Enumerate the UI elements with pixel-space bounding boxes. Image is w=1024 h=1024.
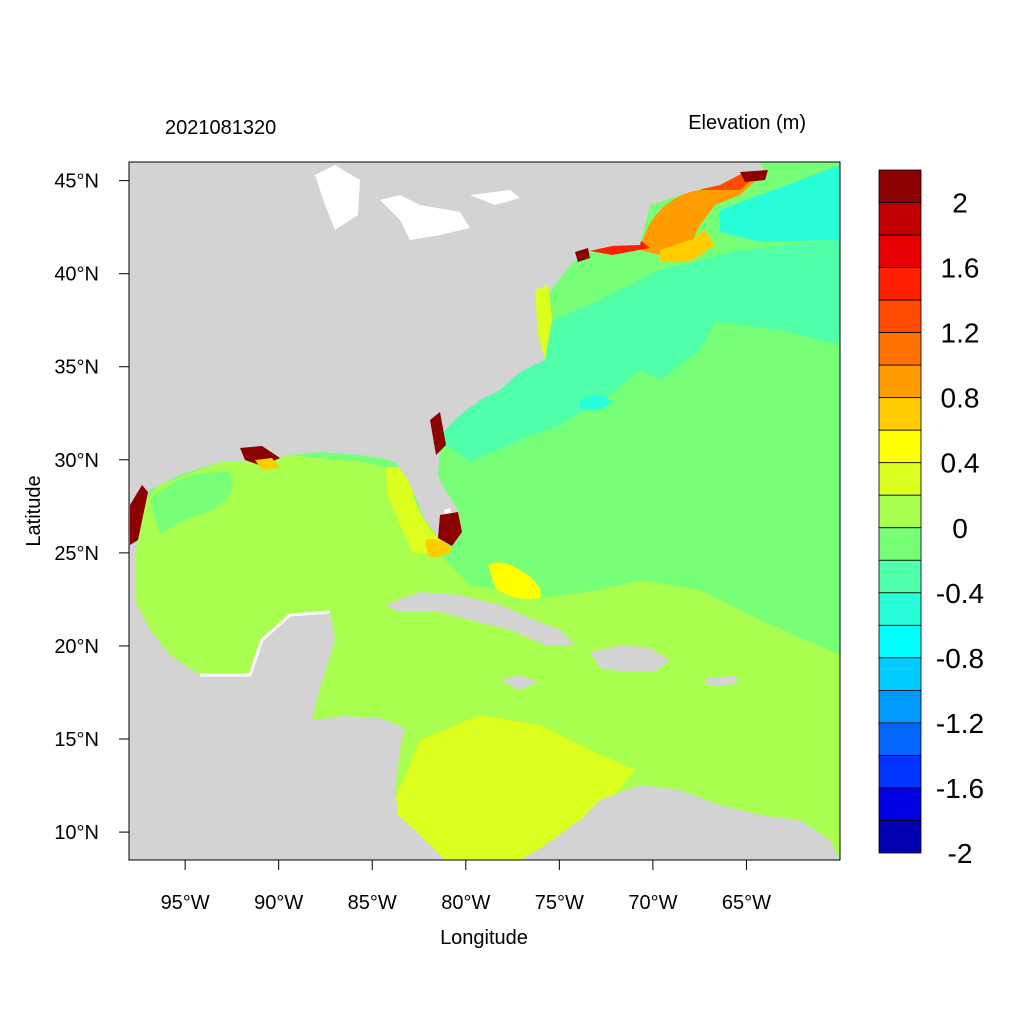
colorbar-swatch [878,267,922,301]
ocean-georges-bank [580,395,612,411]
plot-frame [128,161,841,861]
colorbar-labels: 2 1.6 1.2 0.8 0.4 0 -0.4 -0.8 -1.2 -1.6 -2 [936,188,984,869]
inundation-carolinas [430,412,446,455]
colorbar-label: -1.2 [936,708,984,739]
lat-tick-label: 30°N [54,450,99,472]
land-cuba [385,592,575,645]
land-jamaica [500,675,538,690]
colorbar-swatch [878,494,922,529]
colorbar-swatch [878,755,922,789]
colorbar-swatch [878,787,922,821]
x-axis-label: Longitude [440,927,528,949]
lat-tick-label: 40°N [54,264,99,286]
colorbar-swatch [878,722,922,756]
colorbar-label: 0.4 [941,448,980,479]
colorbar-swatch [878,657,922,691]
lon-tick-label: 70°W [628,892,677,914]
map-plot-area [129,162,840,860]
colorbar-label: 0.8 [941,383,980,414]
inundation-new-york [575,248,590,262]
ocean-north-atlantic [440,240,840,462]
land-south-america [520,785,840,860]
surge-new-england [640,172,765,255]
surge-bahamas [488,562,541,599]
colorbar-swatch [878,397,922,431]
y-axis-label: Latitude [23,475,45,546]
colorbar-label: -2 [948,838,973,869]
colorbar-label: -1.6 [936,773,984,804]
colorbar-label: -0.4 [936,578,984,609]
colorbar-swatch [878,299,922,334]
land-puerto-rico [705,676,738,686]
lat-tick-label: 45°N [54,171,99,193]
surge-florida-west [385,466,440,555]
lon-tick-label: 65°W [722,892,771,914]
ocean-gulf-of-maine [720,165,840,242]
colorbar-label: 1.2 [941,318,980,349]
colorbar-swatch [878,234,922,268]
lon-tick-label: 90°W [254,892,303,914]
colorbar [878,169,922,854]
latitude-ticks: 45°N 40°N 35°N 30°N 25°N 20°N 15°N 10°N [54,171,129,844]
longitude-ticks: 95°W 90°W 85°W 80°W 75°W 70°W 65°W [161,860,771,914]
lon-tick-label: 85°W [348,892,397,914]
surge-cape-cod [660,230,715,262]
colorbar-label: 1.6 [941,253,980,284]
inundation-texas [130,485,148,545]
colorbar-swatch [878,462,922,496]
lon-tick-label: 80°W [441,892,490,914]
lon-tick-label: 95°W [161,892,210,914]
colorbar-swatch [878,624,922,659]
land-hispaniola [590,645,670,672]
lat-tick-label: 20°N [54,636,99,658]
colorbar-label: 0 [952,513,968,544]
colorbar-swatch [878,689,922,724]
right-title: Elevation (m) [688,112,806,134]
surge-keys [425,538,452,558]
surge-louisiana [255,458,280,470]
colorbar-swatch [878,592,922,626]
inundation-maine [740,170,768,182]
colorbar-swatch [878,332,922,366]
colorbar-swatch [878,429,922,464]
left-title: 2021081320 [165,117,276,139]
lat-tick-label: 35°N [54,357,99,379]
colorbar-swatch [878,820,922,854]
ocean-gulf-shelf [150,471,232,535]
lat-tick-label: 15°N [54,729,99,751]
great-lakes [315,165,520,240]
colorbar-swatch [878,364,922,399]
colorbar-label: 2 [952,188,968,219]
coast-yucatan [200,610,331,677]
surge-chesapeake [535,285,552,360]
colorbar-swatch [878,559,922,594]
colorbar-swatch [878,169,922,203]
colorbar-swatch [878,202,922,236]
lon-tick-label: 75°W [535,892,584,914]
lat-tick-label: 25°N [54,543,99,565]
lat-tick-label: 10°N [54,822,99,844]
colorbar-swatch [878,527,922,561]
inundation-south-florida [438,512,462,546]
colorbar-label: -0.8 [936,643,984,674]
